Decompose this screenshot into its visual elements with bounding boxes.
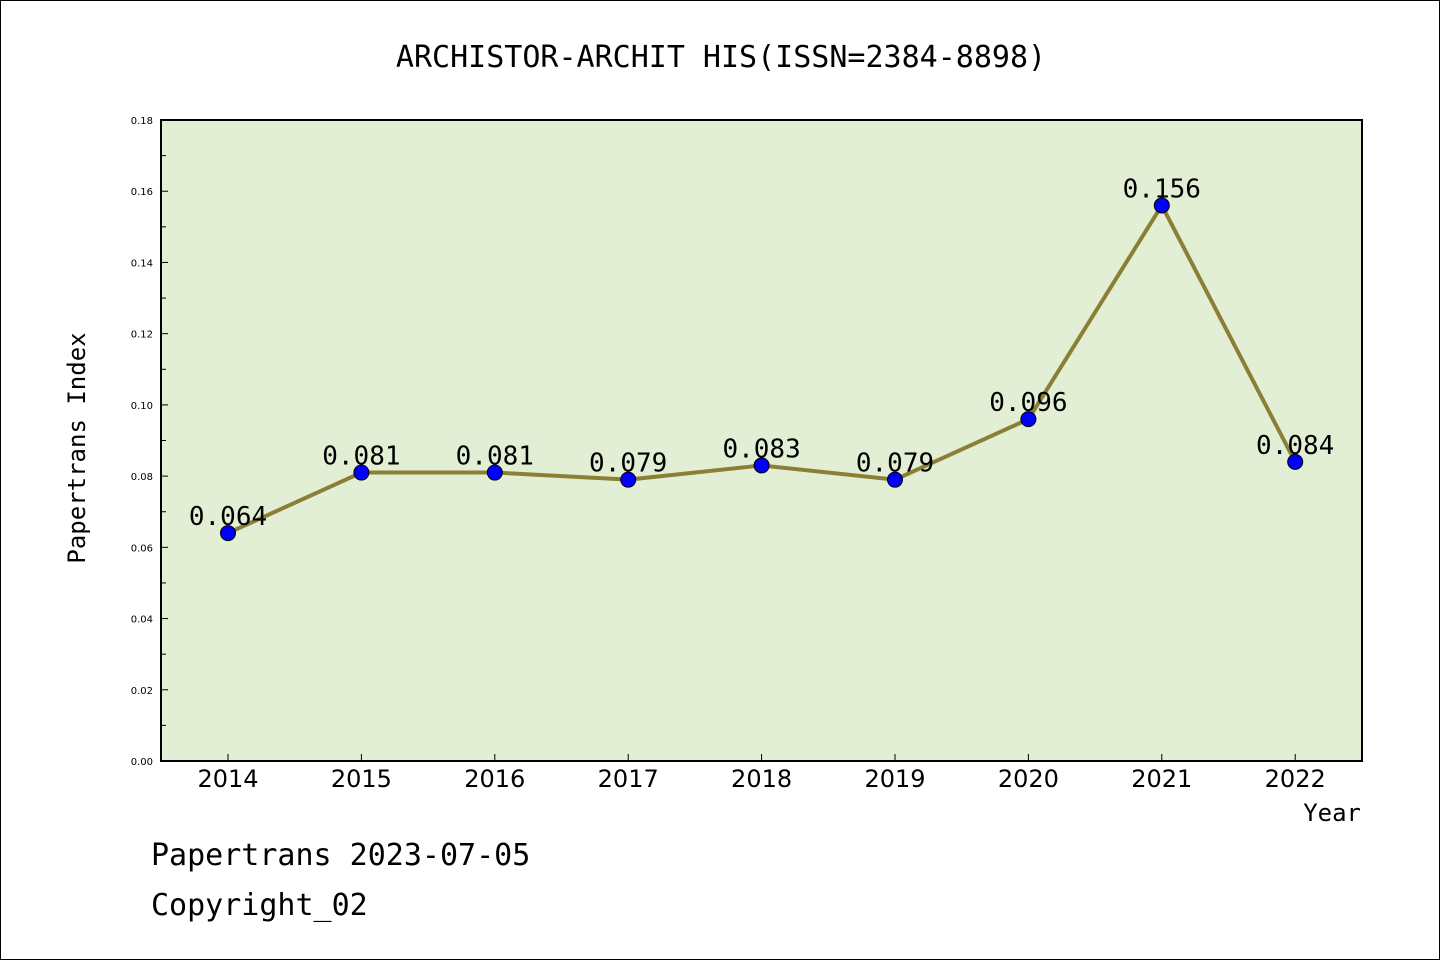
x-tick-label: 2020 <box>998 765 1059 793</box>
x-tick-label: 2015 <box>331 765 392 793</box>
y-tick-label: 0.12 <box>131 330 153 341</box>
data-label: 0.084 <box>1256 431 1334 461</box>
x-tick-label: 2016 <box>464 765 525 793</box>
chart-figure: ARCHISTOR-ARCHIT HIS(ISSN=2384-8898) 0.0… <box>0 0 1440 960</box>
y-tick-label: 0.14 <box>131 258 153 269</box>
data-label: 0.096 <box>989 388 1067 418</box>
y-tick-label: 0.04 <box>131 615 153 626</box>
data-label: 0.081 <box>456 442 534 472</box>
y-tick-label: 0.00 <box>131 757 153 768</box>
data-label: 0.079 <box>856 449 934 479</box>
y-tick-label: 0.18 <box>131 116 153 127</box>
y-tick-label: 0.16 <box>131 187 153 198</box>
data-label: 0.083 <box>722 434 800 464</box>
x-tick-label: 2019 <box>864 765 925 793</box>
y-tick-label: 0.08 <box>131 472 153 483</box>
x-tick-label: 2021 <box>1131 765 1192 793</box>
chart-title: ARCHISTOR-ARCHIT HIS(ISSN=2384-8898) <box>396 40 1046 75</box>
y-tick-label: 0.06 <box>131 543 153 554</box>
x-tick-label: 2022 <box>1265 765 1326 793</box>
data-label: 0.081 <box>322 442 400 472</box>
x-tick-label: 2014 <box>197 765 258 793</box>
data-label: 0.064 <box>189 502 267 532</box>
data-label: 0.156 <box>1123 174 1201 204</box>
y-tick-label: 0.02 <box>131 686 153 697</box>
x-tick-label: 2017 <box>598 765 659 793</box>
footer-copyright: Copyright_02 <box>151 888 368 923</box>
data-label: 0.079 <box>589 449 667 479</box>
x-axis-label: Year <box>1303 799 1361 827</box>
y-axis-label: Papertrans Index <box>63 332 91 563</box>
chart-canvas: ARCHISTOR-ARCHIT HIS(ISSN=2384-8898) 0.0… <box>1 1 1439 959</box>
footer-date: Papertrans 2023-07-05 <box>151 838 530 873</box>
x-tick-label: 2018 <box>731 765 792 793</box>
y-tick-label: 0.10 <box>131 401 153 412</box>
